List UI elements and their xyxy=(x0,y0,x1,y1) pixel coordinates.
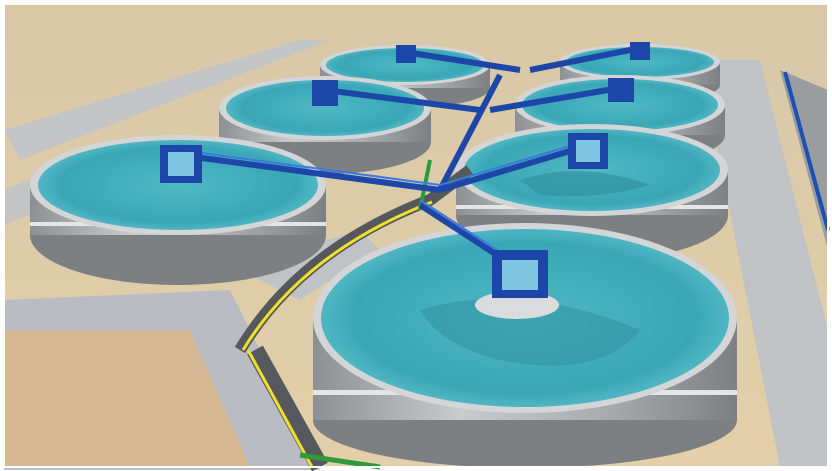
pipe xyxy=(246,349,314,468)
pipe xyxy=(299,452,381,470)
road xyxy=(4,40,330,160)
tank xyxy=(219,76,431,174)
pipe xyxy=(241,200,433,351)
tank xyxy=(456,124,728,261)
road xyxy=(700,60,828,467)
center-well xyxy=(168,140,600,290)
frame xyxy=(3,3,829,468)
pipe-bundle xyxy=(234,165,474,354)
pipe xyxy=(783,71,830,231)
sand xyxy=(4,330,250,467)
bridge xyxy=(179,45,641,273)
tank xyxy=(313,223,737,468)
pipe-rack-right xyxy=(780,70,828,250)
tank xyxy=(515,75,725,165)
pipe-bundle xyxy=(247,345,328,471)
